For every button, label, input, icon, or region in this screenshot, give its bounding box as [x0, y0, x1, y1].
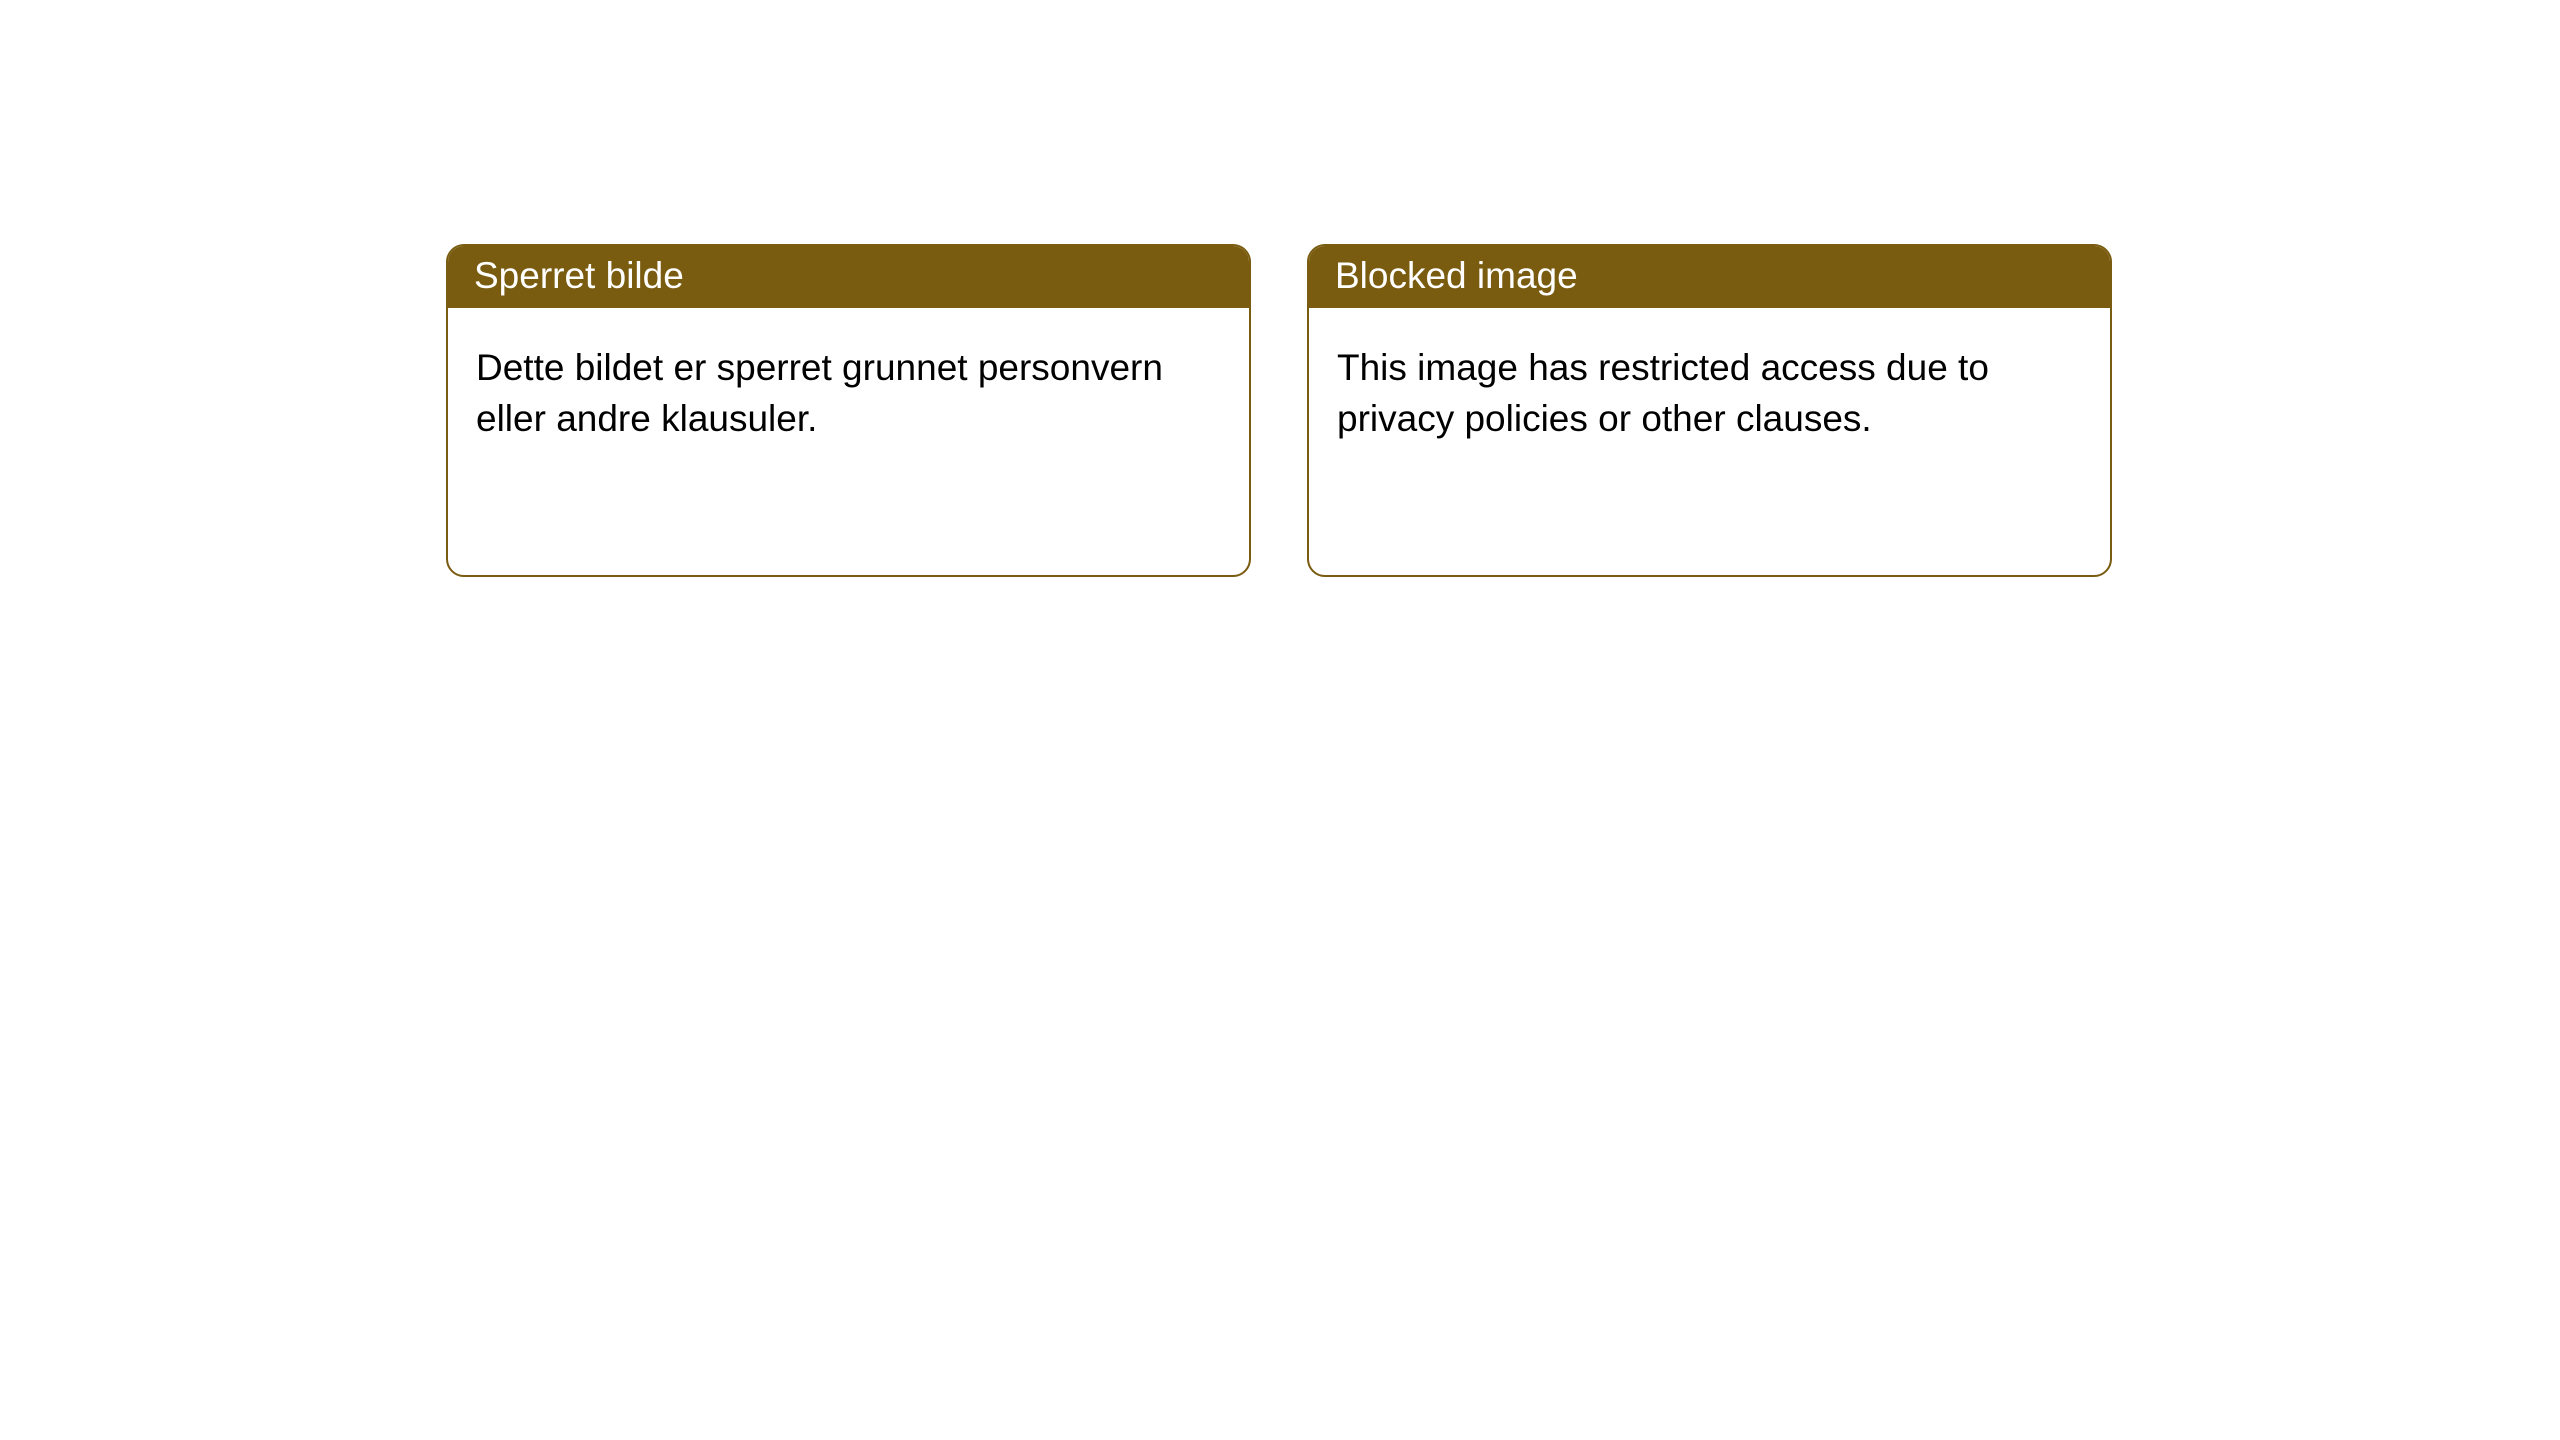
card-body: This image has restricted access due to …	[1309, 308, 2110, 478]
card-title: Blocked image	[1335, 255, 1578, 296]
notice-cards-container: Sperret bilde Dette bildet er sperret gr…	[446, 244, 2560, 577]
card-header: Blocked image	[1309, 246, 2110, 308]
card-title: Sperret bilde	[474, 255, 684, 296]
notice-card-en: Blocked image This image has restricted …	[1307, 244, 2112, 577]
card-body: Dette bildet er sperret grunnet personve…	[448, 308, 1249, 478]
notice-card-no: Sperret bilde Dette bildet er sperret gr…	[446, 244, 1251, 577]
card-body-text: Dette bildet er sperret grunnet personve…	[476, 347, 1163, 439]
card-header: Sperret bilde	[448, 246, 1249, 308]
card-body-text: This image has restricted access due to …	[1337, 347, 1989, 439]
